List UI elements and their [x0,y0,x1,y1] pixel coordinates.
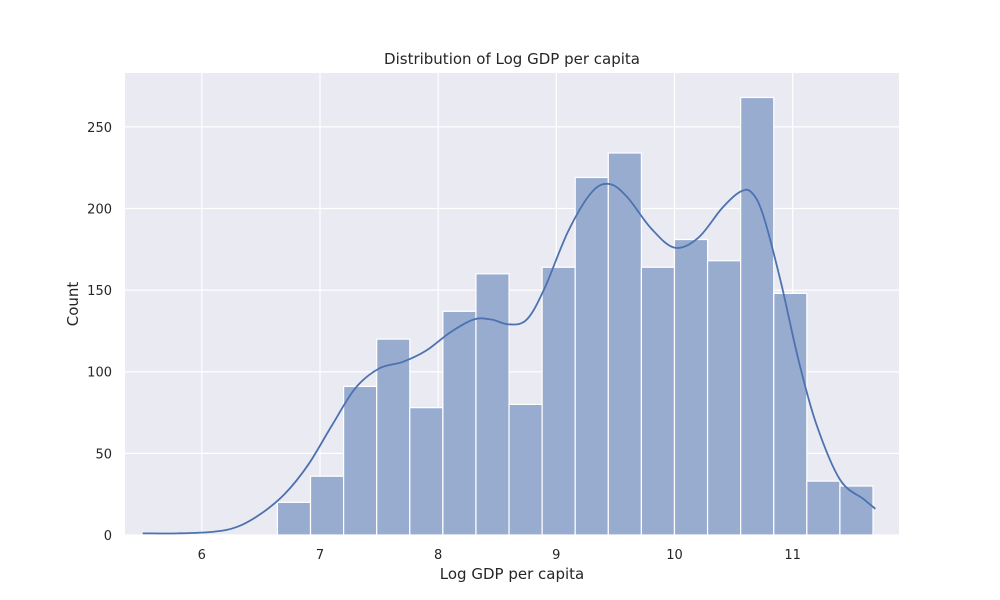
histogram-bar [574,176,609,536]
y-tick-label: 150 [87,284,112,299]
x-axis-label: Log GDP per capita [440,565,584,583]
x-tick-label: 8 [434,548,442,563]
kde-curve [142,182,876,535]
histogram-bar [640,266,676,536]
histogram-bar [508,403,543,536]
histogram-bar [673,238,709,536]
x-tick-label: 6 [198,548,206,563]
y-tick-label: 50 [95,447,112,462]
x-tick-label: 10 [666,548,683,563]
histogram-bar [343,385,378,536]
histogram-bar [740,96,775,536]
y-tick-label: 0 [104,529,112,544]
histogram-bar [806,480,841,536]
histogram-bar [276,501,312,536]
histogram-bar [839,485,874,536]
histogram-bars [276,96,874,536]
histogram-bar [773,292,808,536]
histogram-bar [706,260,742,536]
chart-title: Distribution of Log GDP per capita [384,50,640,68]
histogram-bar [309,475,345,536]
x-tick-label: 11 [784,548,801,563]
y-axis-label: Count [64,282,82,327]
y-tick-label: 100 [87,366,112,381]
x-tick-label: 7 [316,548,324,563]
histogram-bar [607,152,642,536]
y-tick-label: 200 [87,202,112,217]
y-tick-labels: 0 50 100 150 200 250 [87,121,112,544]
histogram-bar [475,273,510,536]
x-tick-labels: 6 7 8 9 10 11 [198,548,801,563]
x-tick-label: 9 [552,548,560,563]
histogram-bar [541,266,576,536]
y-tick-label: 250 [87,121,112,136]
histogram-bar [376,338,411,536]
histogram-bar [409,407,444,536]
histogram-bar [442,310,477,536]
